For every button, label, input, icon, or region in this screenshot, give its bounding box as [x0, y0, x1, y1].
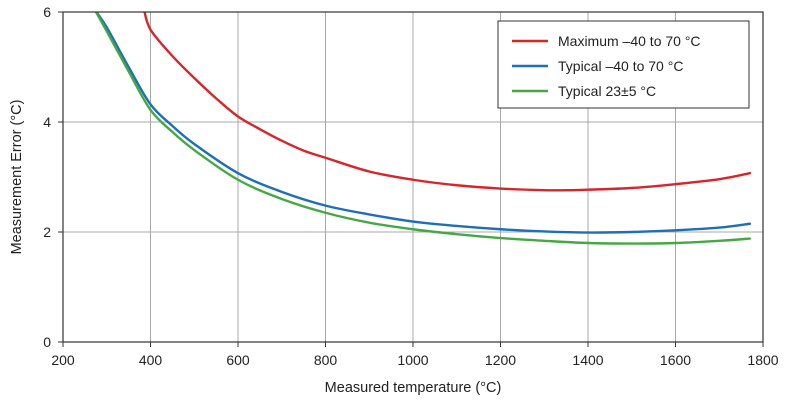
- y-tick-label: 6: [43, 4, 51, 20]
- x-tick-label: 1200: [485, 352, 516, 368]
- grid: [63, 12, 763, 342]
- x-axis-ticks: 200 400 600 800 1000 1200 1400 1600 1800: [51, 342, 779, 368]
- series-line-1: [143, 12, 752, 192]
- legend-label-2: Typical –40 to 70 °C: [558, 58, 683, 74]
- legend-label-1: Maximum –40 to 70 °C: [558, 33, 701, 49]
- legend: Maximum –40 to 70 °C Typical –40 to 70 °C…: [497, 20, 750, 109]
- series-line-2: [94, 12, 752, 234]
- y-tick-label: 4: [43, 114, 51, 130]
- y-tick-label: 2: [43, 224, 51, 240]
- legend-box: [497, 20, 750, 109]
- y-axis-ticks: 0 2 4 6: [43, 4, 63, 350]
- x-tick-label: 200: [51, 352, 75, 368]
- y-axis-title: Measurement Error (°C): [9, 100, 25, 255]
- x-tick-label: 1800: [747, 352, 778, 368]
- x-tick-label: 800: [314, 352, 338, 368]
- series-line-3: [94, 12, 752, 245]
- x-tick-label: 600: [226, 352, 250, 368]
- series-lines: [94, 12, 752, 245]
- x-axis-title: Measured temperature (°C): [325, 380, 502, 396]
- y-tick-label: 0: [43, 334, 51, 350]
- x-tick-label: 1400: [572, 352, 603, 368]
- legend-label-3: Typical 23±5 °C: [558, 83, 656, 99]
- x-tick-label: 1600: [660, 352, 691, 368]
- x-tick-label: 400: [139, 352, 163, 368]
- x-tick-label: 1000: [397, 352, 428, 368]
